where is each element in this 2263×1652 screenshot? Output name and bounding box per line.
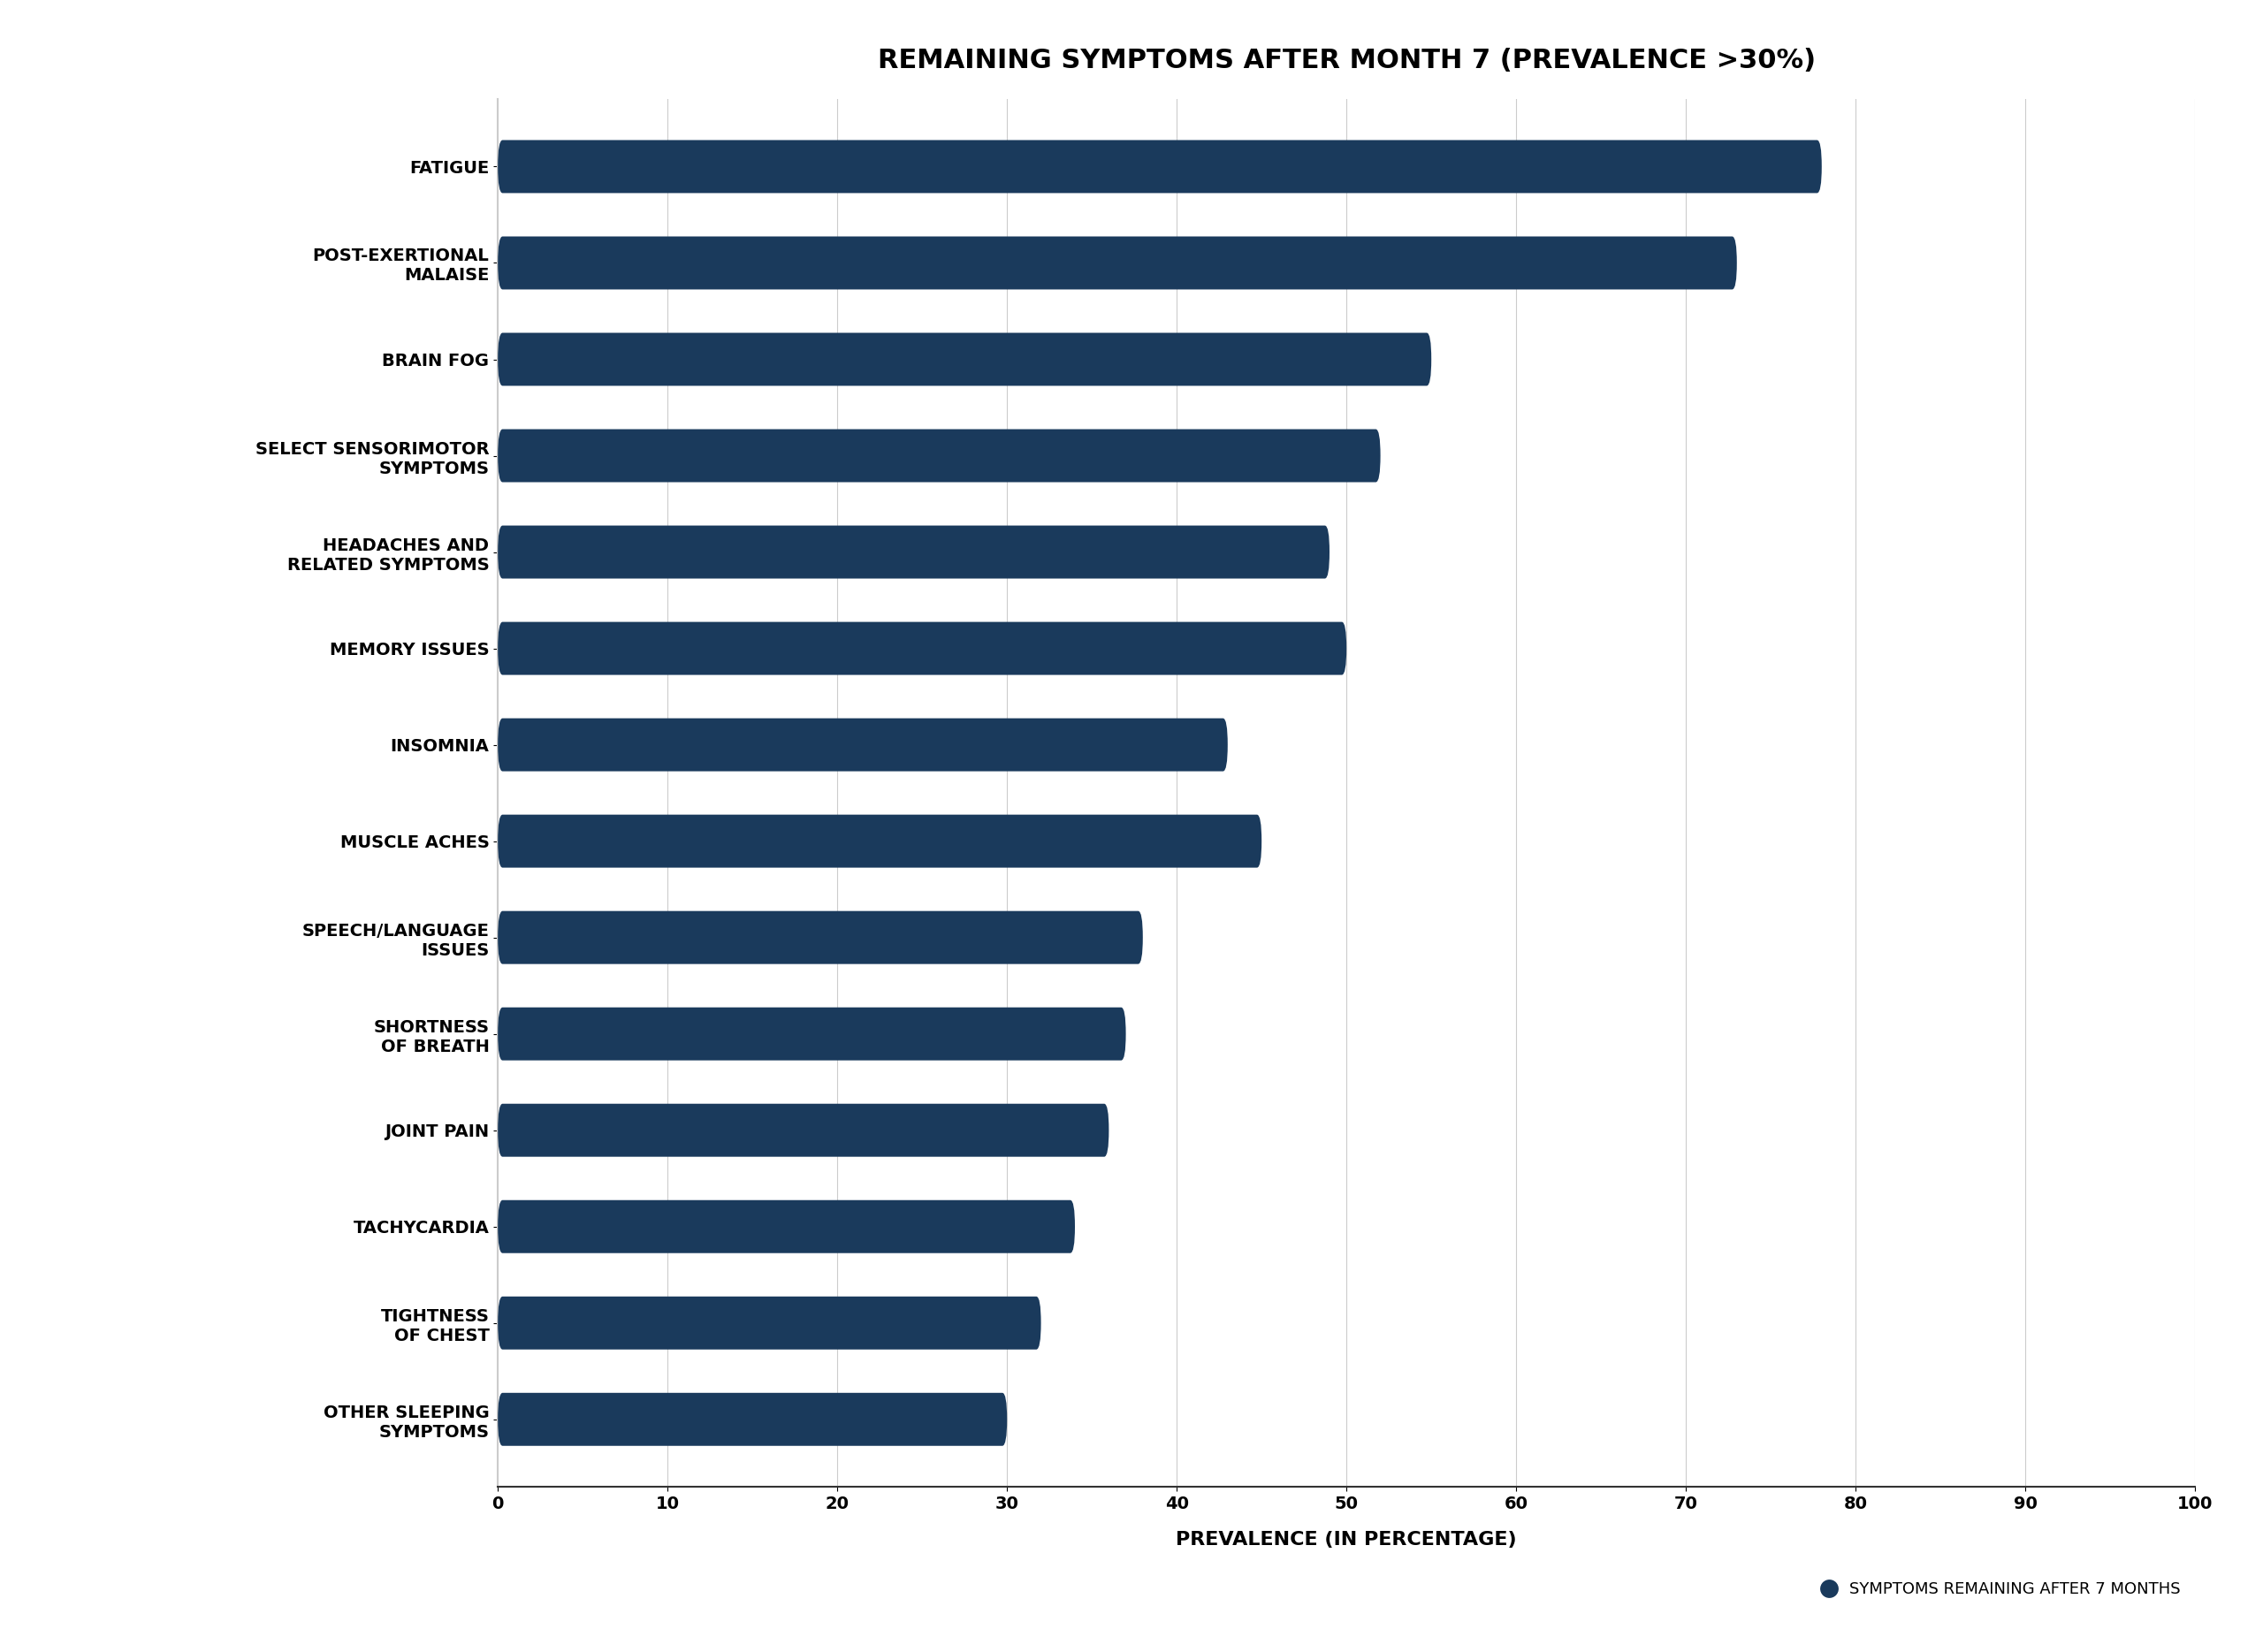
- FancyBboxPatch shape: [498, 719, 1229, 771]
- Title: REMAINING SYMPTOMS AFTER MONTH 7 (PREVALENCE >30%): REMAINING SYMPTOMS AFTER MONTH 7 (PREVAL…: [878, 48, 1815, 74]
- FancyBboxPatch shape: [498, 525, 1331, 578]
- FancyBboxPatch shape: [498, 1297, 1041, 1350]
- FancyBboxPatch shape: [498, 1199, 1075, 1254]
- FancyBboxPatch shape: [498, 1008, 1127, 1061]
- FancyBboxPatch shape: [498, 140, 1822, 193]
- FancyBboxPatch shape: [498, 814, 1263, 867]
- FancyBboxPatch shape: [498, 430, 1380, 482]
- Legend: SYMPTOMS REMAINING AFTER 7 MONTHS: SYMPTOMS REMAINING AFTER 7 MONTHS: [1815, 1574, 2186, 1604]
- FancyBboxPatch shape: [498, 236, 1738, 289]
- FancyBboxPatch shape: [498, 332, 1432, 387]
- FancyBboxPatch shape: [498, 910, 1143, 965]
- FancyBboxPatch shape: [498, 621, 1346, 676]
- X-axis label: PREVALENCE (IN PERCENTAGE): PREVALENCE (IN PERCENTAGE): [1177, 1531, 1516, 1548]
- FancyBboxPatch shape: [498, 1393, 1007, 1446]
- FancyBboxPatch shape: [498, 1104, 1109, 1156]
